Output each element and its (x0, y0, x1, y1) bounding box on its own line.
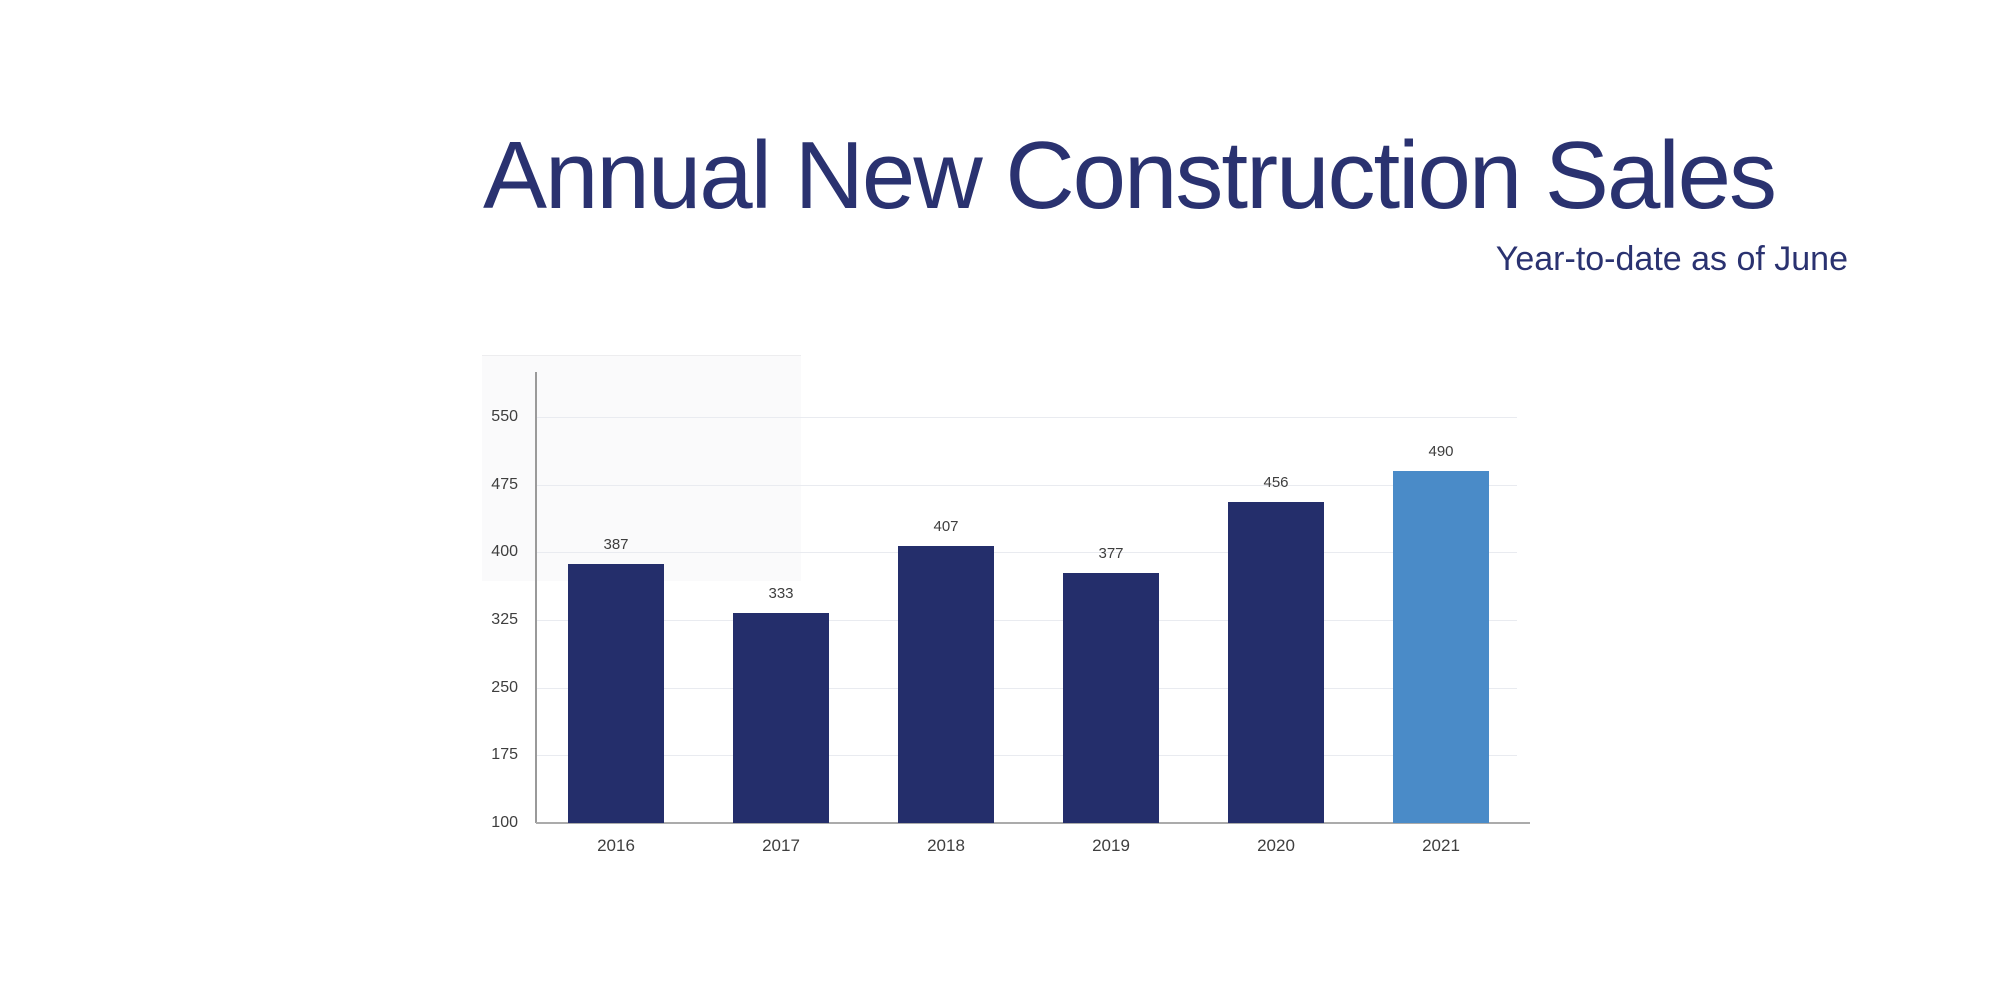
x-tick-label: 2019 (1092, 836, 1130, 855)
bar (568, 564, 664, 823)
gridline (536, 552, 1517, 554)
x-tick-label: 2016 (597, 836, 635, 855)
y-tick-label: 325 (491, 611, 518, 628)
gridline (536, 687, 1517, 689)
y-tick-label: 475 (491, 475, 518, 493)
gridline (536, 755, 1517, 757)
chart-subtitle: Year-to-date as of June (1495, 240, 1848, 278)
y-tick-label: 550 (491, 408, 518, 426)
bar-value-label: 456 (1263, 473, 1289, 491)
x-tick-label: 2021 (1422, 836, 1460, 855)
bar (1063, 573, 1159, 823)
chart-title: Annual New Construction Sales (483, 122, 1777, 229)
bar (1393, 471, 1489, 823)
y-tick-label: 400 (491, 543, 518, 561)
y-tick-label: 250 (491, 678, 518, 696)
plot-area: 100 175 250 325 400 475 550 387 2016 333 2017 407 20… (491, 372, 1530, 855)
bar (1228, 501, 1324, 823)
x-tick-label: 2018 (927, 836, 965, 855)
bar-value-label: 407 (933, 518, 959, 536)
bar-value-label: 490 (1428, 443, 1454, 461)
bar-value-label: 387 (603, 536, 629, 554)
bar-value-label: 377 (1098, 545, 1124, 563)
x-tick-label: 2017 (762, 836, 800, 855)
x-axis-line (536, 822, 1530, 824)
gridline (536, 484, 1517, 486)
x-tick-label: 2020 (1257, 836, 1295, 855)
y-axis-line (535, 372, 537, 823)
bar (898, 546, 994, 823)
gridline (536, 620, 1517, 621)
y-tick-label: 100 (491, 814, 518, 831)
bar-value-label: 333 (768, 584, 794, 602)
gridline (536, 417, 1517, 419)
y-tick-label: 175 (491, 746, 518, 764)
bar (733, 612, 829, 823)
